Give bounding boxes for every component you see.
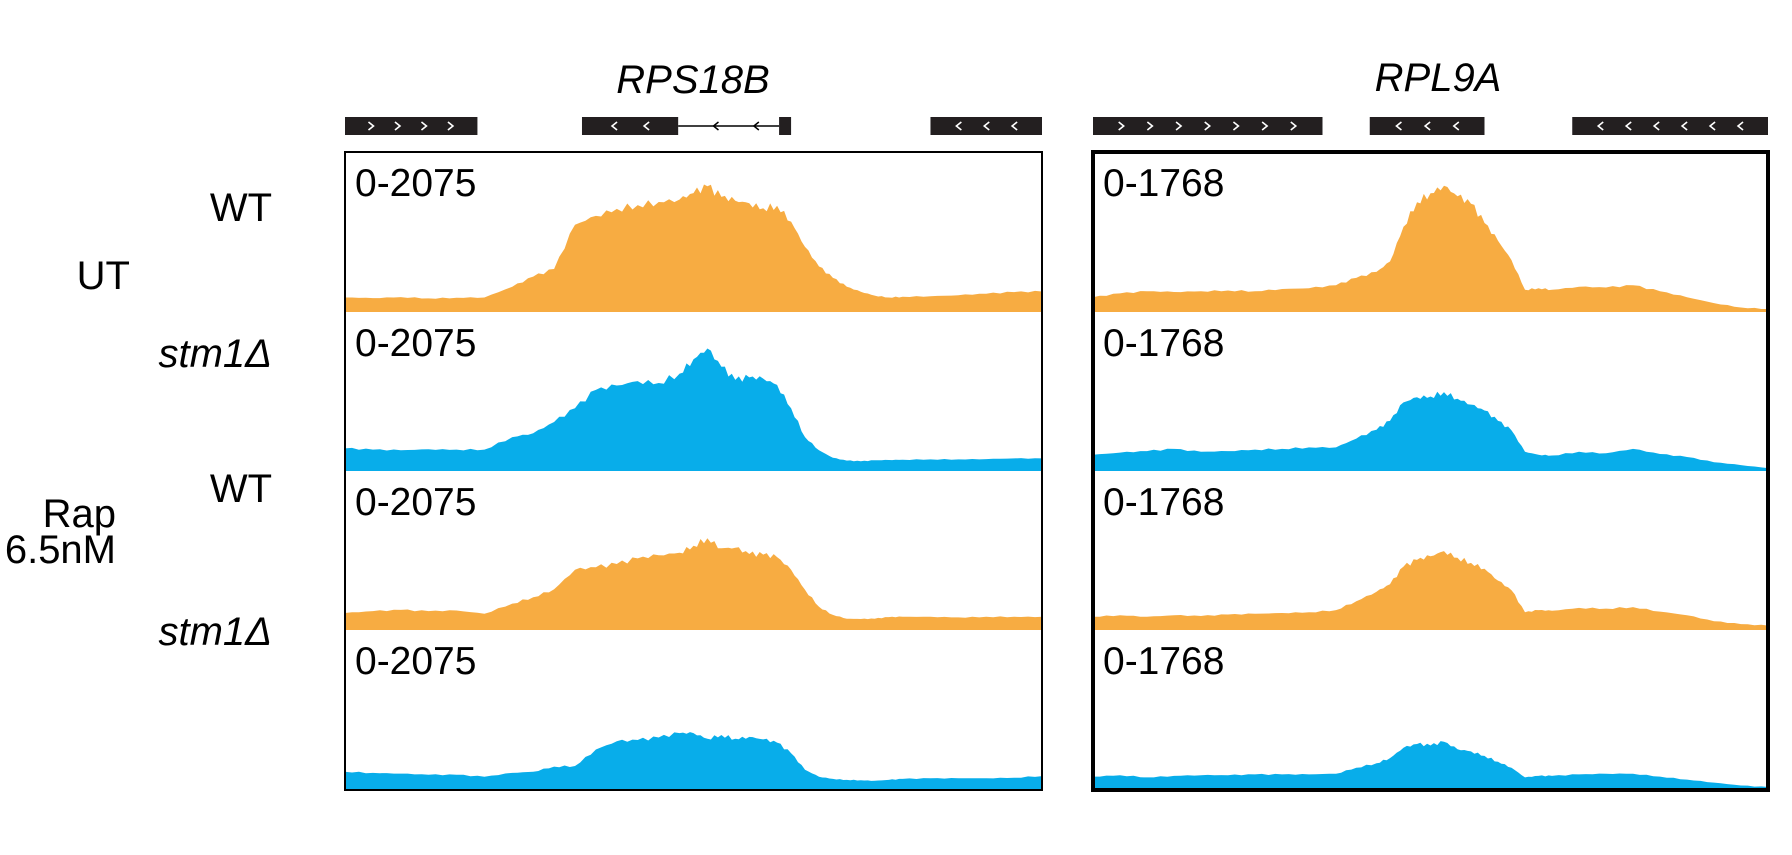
strand-arrow [1261,121,1269,131]
row-label-1: WT [209,186,272,230]
strand-arrow [394,121,402,131]
condition-label-ut: UT [76,254,130,298]
strand-arrow [1708,121,1716,131]
gene-model-3 [930,117,1042,135]
row-label-2: stm1Δ [158,332,272,376]
data-range-label: 0-2075 [355,640,476,683]
row-label-4: stm1Δ [158,610,272,654]
coverage-area-1 [1093,185,1768,312]
data-range-label: 0-1768 [1103,640,1224,683]
coverage-area-1 [345,184,1042,312]
strand-arrow [752,121,760,131]
strand-arrow [1118,121,1125,131]
strand-arrow [1290,121,1298,131]
strand-arrow [1624,121,1632,131]
condition-label-rap-dose: 6.5nM [4,528,116,572]
strand-arrow [1680,121,1688,131]
strand-arrow [1175,121,1183,131]
panel-frame [1091,150,1770,792]
data-range-label: 0-1768 [1103,162,1224,205]
gene-model-1 [1093,117,1323,135]
strand-arrow [1596,121,1604,131]
gene-block [345,117,478,135]
data-range-label: 0-1768 [1103,481,1224,524]
strand-arrow [367,121,375,131]
gene-block [1093,117,1323,135]
strand-arrow [642,121,650,131]
coverage-area-2 [1093,391,1768,471]
strand-arrow [1452,121,1460,131]
strand-arrow [610,121,618,131]
strand-arrow [982,121,990,131]
gene-exon [779,117,792,135]
strand-arrow [1652,121,1660,131]
coverage-area-4 [345,732,1042,790]
coverage-area-2 [345,348,1042,471]
gene-model-3 [1572,117,1768,135]
strand-arrow [1010,121,1018,131]
data-range-label: 0-2075 [355,481,476,524]
strand-arrow [955,121,962,131]
gene-block [1572,117,1768,135]
data-range-label: 0-2075 [355,322,476,365]
row-label-3: WT [209,467,272,511]
strand-arrow [1204,121,1212,131]
panel-title: RPL9A [1375,56,1502,100]
strand-arrow [1232,121,1240,131]
coverage-area-3 [1093,551,1768,630]
strand-arrow [1423,121,1431,131]
coverage-area-3 [345,538,1042,630]
panel-rpl9a: RPL9A 0-1768 0-1768 0-1768 0-1768 [1091,56,1770,792]
gene-model-2 [581,117,792,135]
strand-arrow [420,121,428,131]
strand-arrow [712,121,719,131]
gene-block [1369,117,1485,135]
strand-arrow [1736,121,1744,131]
panel-title: RPS18B [616,58,769,102]
panel-frame [344,151,1043,791]
gene-model-2 [1369,117,1485,135]
data-range-label: 0-2075 [355,162,476,205]
gene-block [930,117,1042,135]
condition-label-rap: Rap [42,492,116,536]
strand-arrow [447,121,455,131]
coverage-area-4 [1093,741,1768,790]
strand-arrow [1146,121,1154,131]
gene-exon [581,117,679,135]
panel-rps18b: RPS18B 0-2075 0-2075 0-2075 0-2075 [344,58,1043,791]
data-range-label: 0-1768 [1103,322,1224,365]
strand-arrow [1395,121,1402,131]
gene-model-1 [345,117,478,135]
